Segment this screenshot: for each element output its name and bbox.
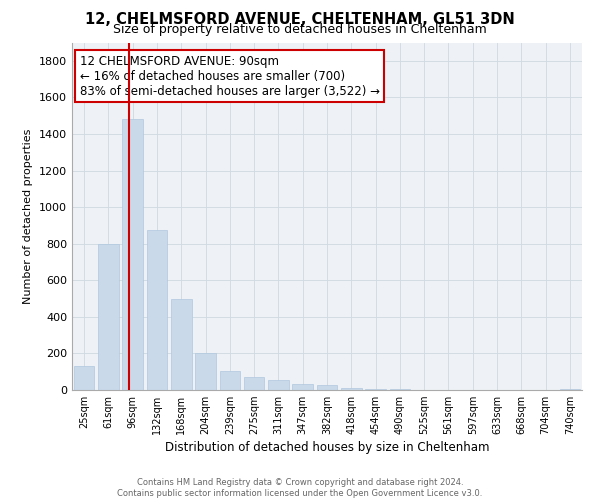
Bar bbox=[244, 377, 265, 390]
Bar bbox=[220, 371, 240, 390]
Bar bbox=[74, 366, 94, 390]
Y-axis label: Number of detached properties: Number of detached properties bbox=[23, 128, 34, 304]
Bar bbox=[122, 120, 143, 390]
Bar bbox=[146, 230, 167, 390]
Text: Size of property relative to detached houses in Cheltenham: Size of property relative to detached ho… bbox=[113, 24, 487, 36]
Bar bbox=[171, 298, 191, 390]
Bar bbox=[268, 380, 289, 390]
Bar bbox=[98, 244, 119, 390]
Bar bbox=[365, 389, 386, 390]
Text: 12, CHELMSFORD AVENUE, CHELTENHAM, GL51 3DN: 12, CHELMSFORD AVENUE, CHELTENHAM, GL51 … bbox=[85, 12, 515, 28]
Bar bbox=[317, 385, 337, 390]
Bar bbox=[292, 384, 313, 390]
Bar bbox=[341, 388, 362, 390]
X-axis label: Distribution of detached houses by size in Cheltenham: Distribution of detached houses by size … bbox=[165, 442, 489, 454]
Text: Contains HM Land Registry data © Crown copyright and database right 2024.
Contai: Contains HM Land Registry data © Crown c… bbox=[118, 478, 482, 498]
Bar bbox=[195, 352, 216, 390]
Text: 12 CHELMSFORD AVENUE: 90sqm
← 16% of detached houses are smaller (700)
83% of se: 12 CHELMSFORD AVENUE: 90sqm ← 16% of det… bbox=[80, 54, 380, 98]
Bar bbox=[560, 389, 580, 390]
